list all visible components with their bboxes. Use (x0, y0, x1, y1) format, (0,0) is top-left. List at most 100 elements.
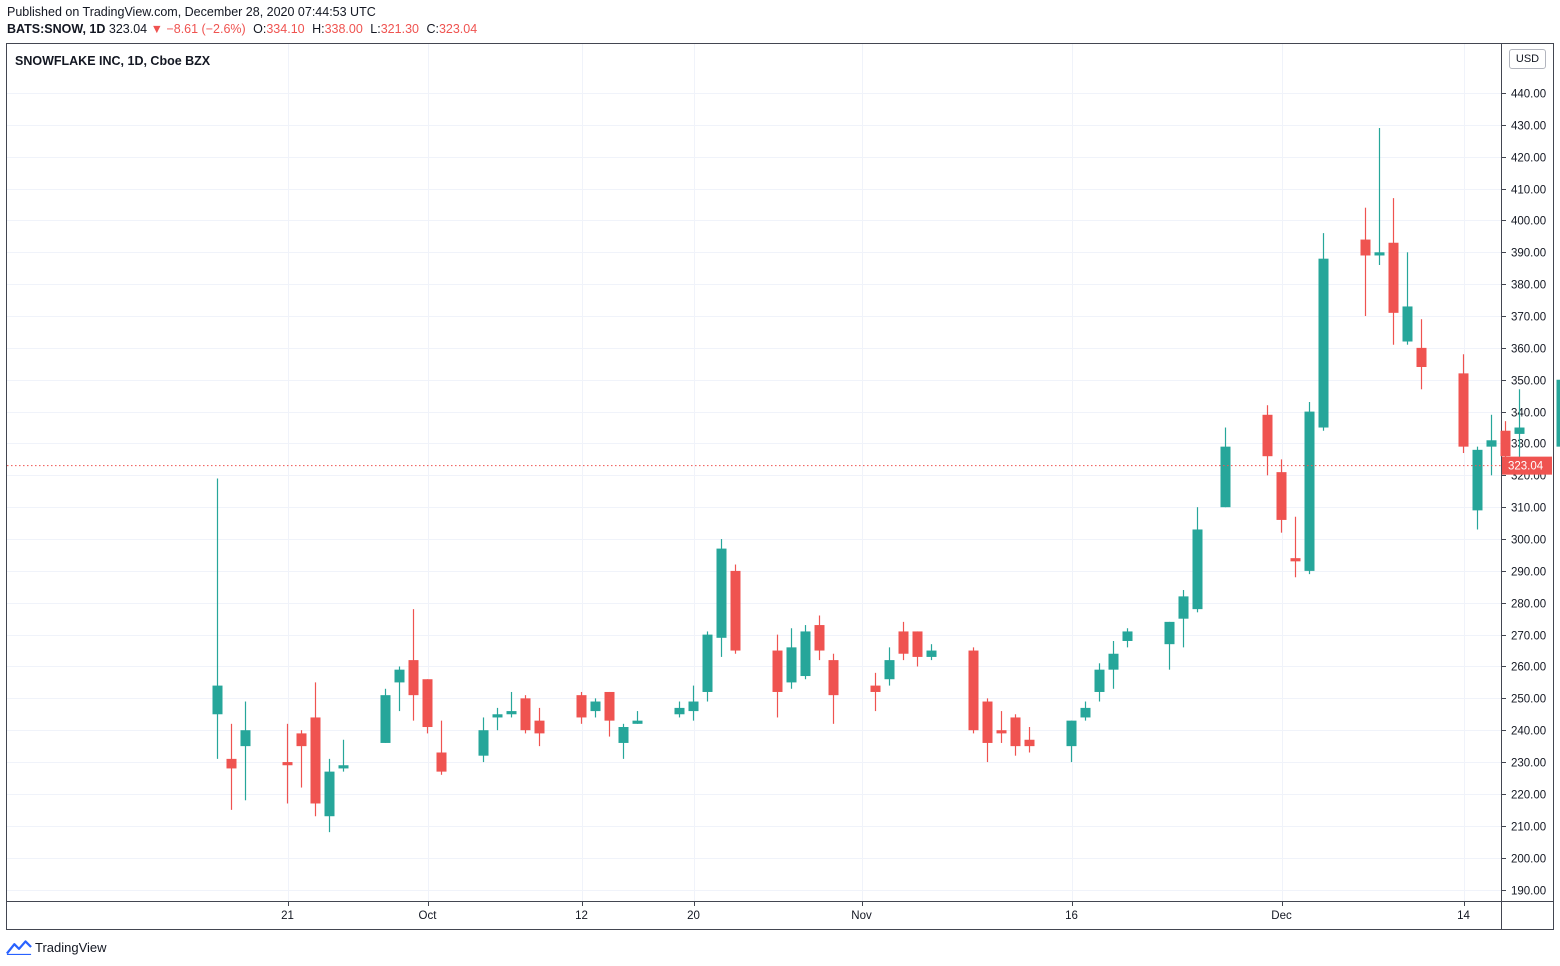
candle-up[interactable] (800, 625, 811, 680)
candle-down[interactable] (1388, 198, 1399, 345)
candle-down[interactable] (982, 698, 993, 763)
candle-body (394, 669, 405, 683)
candle-up[interactable] (702, 631, 713, 702)
candle-up[interactable] (688, 685, 699, 721)
candle-down[interactable] (282, 723, 293, 804)
candle-up[interactable] (618, 723, 629, 759)
footer-brand[interactable]: TradingView (6, 938, 107, 956)
candle-up[interactable] (1472, 446, 1483, 530)
candle-up[interactable] (1514, 389, 1525, 463)
candle-up[interactable] (1220, 427, 1231, 508)
candle-down[interactable] (1024, 727, 1035, 753)
candle-down[interactable] (730, 564, 741, 654)
candle-down[interactable] (1276, 459, 1287, 533)
price-axis-label: 240.00 (1511, 726, 1546, 738)
candle-up[interactable] (716, 539, 727, 657)
candle-body (968, 650, 979, 731)
candle-up[interactable] (926, 644, 937, 661)
candle-up[interactable] (324, 758, 335, 833)
candle-down[interactable] (814, 615, 825, 661)
candle-down[interactable] (1360, 207, 1371, 317)
candle-down[interactable] (604, 691, 615, 737)
candle-down[interactable] (1416, 319, 1427, 390)
candle-body (982, 701, 993, 743)
candle-body (478, 730, 489, 756)
candle-down[interactable] (870, 672, 881, 712)
candle-down[interactable] (436, 720, 447, 775)
candle-up[interactable] (1486, 414, 1497, 476)
low-value: 321.30 (380, 22, 419, 36)
price-axis-label: 360.00 (1511, 344, 1546, 356)
candle-up[interactable] (1066, 720, 1077, 763)
candle-up[interactable] (786, 628, 797, 689)
candle-up[interactable] (338, 739, 349, 772)
candle-down[interactable] (310, 682, 321, 817)
candle-down[interactable] (534, 707, 545, 747)
candle-up[interactable] (884, 647, 895, 686)
price-axis-label: 380.00 (1511, 280, 1546, 292)
price-axis-label: 290.00 (1511, 567, 1546, 579)
chart-frame[interactable] (6, 43, 1554, 930)
candle-down[interactable] (1010, 714, 1021, 756)
candle-up[interactable] (1122, 628, 1133, 648)
candle-up[interactable] (380, 688, 391, 743)
candle-up[interactable] (1108, 640, 1119, 689)
candle-up[interactable] (1318, 233, 1329, 431)
candle-down[interactable] (828, 653, 839, 724)
candle-down[interactable] (1290, 516, 1301, 578)
candle-down[interactable] (1458, 354, 1469, 454)
time-axis-label: 16 (1065, 910, 1078, 922)
published-info: Published on TradingView.com, December 2… (7, 5, 376, 19)
price-axis-label: 210.00 (1511, 822, 1546, 834)
candle-up[interactable] (1402, 252, 1413, 345)
candle-body (828, 660, 839, 696)
candle-up[interactable] (240, 701, 251, 801)
candle-up[interactable] (1556, 379, 1560, 460)
candle-up[interactable] (212, 478, 223, 759)
time-axis-label: Nov (851, 910, 872, 922)
candle-up[interactable] (674, 701, 685, 718)
candle-body (1024, 739, 1035, 747)
candle-up[interactable] (1080, 701, 1091, 721)
candle-down[interactable] (1262, 405, 1273, 476)
candle-up[interactable] (590, 698, 601, 718)
candle-up[interactable] (506, 691, 517, 718)
candle-down[interactable] (520, 695, 531, 734)
candle-up[interactable] (1304, 402, 1315, 575)
candle-body (1164, 621, 1175, 645)
candle-up[interactable] (1374, 128, 1385, 266)
tradingview-logo-icon (6, 940, 32, 955)
candle-up[interactable] (1192, 507, 1203, 613)
candle-body (1276, 472, 1287, 520)
price-axis-label: 370.00 (1511, 312, 1546, 324)
candle-up[interactable] (394, 666, 405, 712)
candle-body (1556, 379, 1560, 447)
candle-up[interactable] (1178, 590, 1189, 648)
candle-body (1108, 653, 1119, 670)
candle-up[interactable] (1164, 621, 1175, 670)
price-axis-label: 260.00 (1511, 662, 1546, 674)
candle-down[interactable] (422, 679, 433, 734)
candle-down[interactable] (296, 730, 307, 788)
candle-up[interactable] (478, 717, 489, 763)
candle-down[interactable] (912, 631, 923, 667)
candle-body (1402, 306, 1413, 342)
candle-body (772, 650, 783, 692)
price-axis-label: 390.00 (1511, 248, 1546, 260)
candle-down[interactable] (772, 634, 783, 718)
candle-down[interactable] (968, 647, 979, 734)
candle-down[interactable] (898, 621, 909, 661)
low-label: L: (370, 22, 381, 36)
candle-down[interactable] (408, 609, 419, 721)
candle-up[interactable] (492, 707, 503, 731)
candle-down[interactable] (226, 723, 237, 810)
currency-badge[interactable]: USD (1509, 49, 1546, 69)
candle-up[interactable] (632, 711, 643, 724)
candle-up[interactable] (1094, 663, 1105, 702)
candle-down[interactable] (996, 711, 1007, 743)
candle-down[interactable] (576, 691, 587, 724)
candle-body (1066, 720, 1077, 747)
candle-body (1094, 669, 1105, 692)
price-axis-label: 430.00 (1511, 121, 1546, 133)
